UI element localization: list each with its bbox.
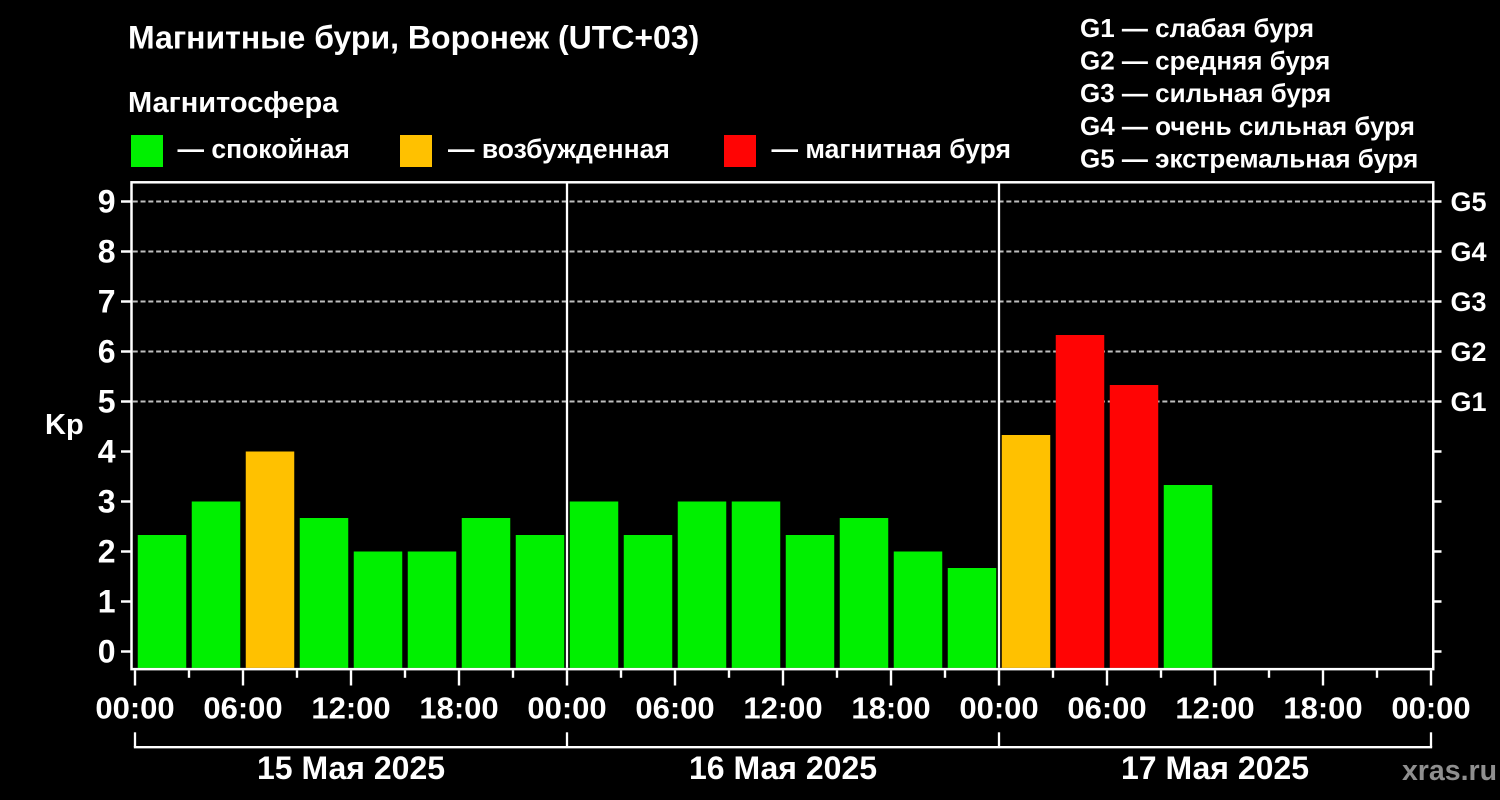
svg-text:Магнитосфера: Магнитосфера — [128, 87, 339, 119]
svg-text:18:00: 18:00 — [1283, 690, 1362, 725]
svg-text:G5 — экстремальная буря: G5 — экстремальная буря — [1080, 143, 1418, 173]
svg-text:G5: G5 — [1451, 187, 1487, 217]
svg-text:— возбужденная: — возбужденная — [448, 134, 670, 164]
svg-text:18:00: 18:00 — [851, 690, 930, 725]
svg-text:Kp: Kp — [45, 409, 84, 441]
svg-text:1: 1 — [98, 584, 116, 620]
svg-text:16 Мая 2025: 16 Мая 2025 — [689, 750, 877, 786]
svg-text:17 Мая 2025: 17 Мая 2025 — [1121, 750, 1309, 786]
svg-text:G2: G2 — [1451, 337, 1487, 367]
svg-text:9: 9 — [98, 184, 116, 220]
svg-text:12:00: 12:00 — [743, 690, 822, 725]
svg-text:— спокойная: — спокойная — [178, 134, 350, 164]
svg-text:00:00: 00:00 — [1391, 690, 1470, 725]
svg-text:Магнитные бури, Воронеж (UTC+0: Магнитные бури, Воронеж (UTC+03) — [128, 20, 699, 56]
svg-text:00:00: 00:00 — [95, 690, 174, 725]
svg-text:4: 4 — [98, 434, 116, 470]
svg-text:G1: G1 — [1451, 387, 1487, 417]
svg-text:06:00: 06:00 — [1067, 690, 1146, 725]
svg-text:00:00: 00:00 — [527, 690, 606, 725]
svg-text:— магнитная буря: — магнитная буря — [772, 134, 1011, 164]
svg-text:G2 — средняя буря: G2 — средняя буря — [1080, 46, 1330, 76]
svg-text:G3 — сильная буря: G3 — сильная буря — [1080, 78, 1331, 108]
svg-text:06:00: 06:00 — [635, 690, 714, 725]
svg-text:7: 7 — [98, 284, 116, 320]
svg-text:G4 — очень сильная буря: G4 — очень сильная буря — [1080, 111, 1415, 141]
svg-text:12:00: 12:00 — [1175, 690, 1254, 725]
svg-text:06:00: 06:00 — [203, 690, 282, 725]
svg-text:xras.ru: xras.ru — [1402, 755, 1497, 787]
svg-text:00:00: 00:00 — [959, 690, 1038, 725]
svg-text:G4: G4 — [1451, 237, 1487, 267]
svg-text:3: 3 — [98, 484, 116, 520]
svg-text:12:00: 12:00 — [311, 690, 390, 725]
svg-text:G3: G3 — [1451, 287, 1487, 317]
svg-text:18:00: 18:00 — [419, 690, 498, 725]
svg-text:2: 2 — [98, 534, 116, 570]
svg-text:6: 6 — [98, 334, 116, 370]
svg-text:15 Мая 2025: 15 Мая 2025 — [257, 750, 445, 786]
svg-text:8: 8 — [98, 234, 116, 270]
svg-text:G1 — слабая буря: G1 — слабая буря — [1080, 13, 1314, 43]
svg-text:0: 0 — [98, 634, 116, 670]
svg-text:5: 5 — [98, 384, 116, 420]
